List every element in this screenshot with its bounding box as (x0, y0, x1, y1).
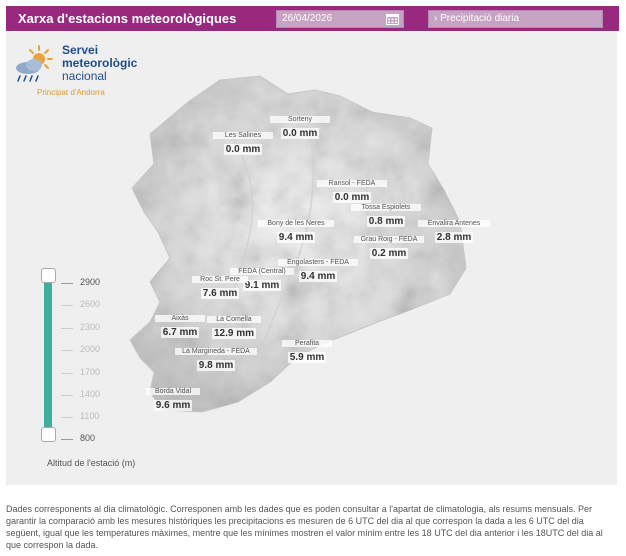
station-grau-roig[interactable]: Grau Roig - FEDA 0.2 mm (354, 236, 424, 261)
altitude-tick-line (61, 395, 73, 396)
altitude-slider-handle-max[interactable] (41, 268, 56, 283)
altitude-tick-line (61, 417, 73, 418)
station-name: FEDA (Central) (230, 268, 294, 275)
altitude-tick-label: 2900 (80, 277, 101, 287)
station-value: 0.8 mm (366, 216, 406, 227)
station-name: La Comella (207, 316, 261, 323)
calendar-icon[interactable] (386, 13, 399, 25)
station-value: 9.6 mm (153, 400, 193, 411)
station-name: Engolasters - FEDA (278, 259, 358, 266)
station-borda-vidal[interactable]: Borda Vidal 9.6 mm (146, 388, 200, 413)
altitude-tick-label: 1100 (80, 411, 100, 421)
altitude-tick-label: 2000 (80, 344, 101, 354)
station-value: 9.1 mm (242, 280, 282, 291)
altitude-tick-label: 2600 (80, 299, 101, 309)
variable-selector[interactable]: › Precipitació diaria (428, 10, 603, 28)
weather-logo-icon (16, 45, 53, 82)
station-la-comella[interactable]: La Comella 12.9 mm (207, 316, 261, 341)
station-name: Grau Roig - FEDA (354, 236, 424, 243)
station-value: 9.4 mm (276, 232, 316, 243)
altitude-tick-line (61, 283, 73, 284)
altitude-tick-label: 2300 (80, 322, 101, 332)
station-value: 12.9 mm (211, 328, 257, 339)
station-feda-central[interactable]: FEDA (Central) 9.1 mm (230, 268, 294, 293)
station-value: 5.9 mm (287, 352, 327, 363)
logo-line-3: nacional (62, 69, 107, 83)
altitude-slider-handle-min[interactable] (41, 427, 56, 442)
altitude-slider-track[interactable] (44, 283, 52, 434)
station-sorteny[interactable]: Sorteny 0.0 mm (270, 116, 330, 141)
station-aixas[interactable]: Aixàs 6.7 mm (155, 315, 205, 340)
station-roc-st-pere[interactable]: Roc St. Pere 7.6 mm (192, 276, 248, 301)
station-envalira-antenes[interactable]: Envalira Antenes 2.8 mm (418, 220, 490, 245)
station-value: 0.0 mm (332, 192, 372, 203)
station-value: 2.8 mm (434, 232, 474, 243)
logo-line-2: meteorològic (62, 56, 138, 70)
station-name: Roc St. Pere (192, 276, 248, 283)
station-name: Borda Vidal (146, 388, 200, 395)
station-value: 0.2 mm (369, 248, 409, 259)
altitude-tick-line (61, 350, 73, 351)
station-perafita[interactable]: Perafita 5.9 mm (282, 340, 332, 365)
logo-line-4: Principat d'Andorra (37, 88, 105, 97)
station-name: Perafita (282, 340, 332, 347)
logo: Servei meteorològic nacional Principat d… (12, 44, 152, 100)
station-name: Envalira Antenes (418, 220, 490, 227)
footnote: Dades corresponents al dia climatològic.… (6, 504, 603, 550)
altitude-tick-label: 800 (80, 433, 96, 443)
altitude-tick-line (61, 439, 73, 440)
altitude-tick-label: 1700 (80, 367, 101, 377)
station-value: 7.6 mm (200, 288, 240, 299)
station-name: Ransol - FEDA (317, 180, 387, 187)
station-bony-de-les-neres[interactable]: Bony de les Neres 9.4 mm (258, 220, 334, 245)
station-value: 6.7 mm (160, 327, 200, 338)
altitude-tick-line (61, 305, 73, 306)
station-value: 0.0 mm (223, 144, 263, 155)
date-value: 26/04/2026 (282, 13, 333, 24)
altitude-tick-line (61, 373, 73, 374)
station-name: Sorteny (270, 116, 330, 123)
station-ransol[interactable]: Ransol - FEDA 0.0 mm (317, 180, 387, 205)
altitude-slider-caption: Altitud de l'estació (m) (47, 458, 136, 468)
page-title: Xarxa d'estacions meteorològiques (18, 11, 237, 26)
station-value: 0.0 mm (280, 128, 320, 139)
station-name: Aixàs (155, 315, 205, 322)
station-engolasters[interactable]: Engolasters - FEDA 9.4 mm (278, 259, 358, 284)
station-name: Tossa Espiolets (351, 204, 421, 211)
station-les-salines[interactable]: Les Salines 0.0 mm (213, 132, 273, 157)
station-name: Bony de les Neres (258, 220, 334, 227)
header-bar: Xarxa d'estacions meteorològiques 26/04/… (6, 6, 619, 31)
altitude-tick-label: 1400 (80, 389, 101, 399)
station-value: 9.4 mm (298, 271, 338, 282)
station-tossa-espiolets[interactable]: Tossa Espiolets 0.8 mm (351, 204, 421, 229)
station-value: 9.8 mm (196, 360, 236, 371)
logo-line-1: Servei (62, 43, 99, 57)
date-picker[interactable]: 26/04/2026 (276, 10, 404, 28)
station-la-margineda[interactable]: La Margineda - FEDA 9.8 mm (175, 348, 257, 373)
station-name: Les Salines (213, 132, 273, 139)
altitude-tick-line (61, 328, 73, 329)
variable-value: › Precipitació diaria (434, 13, 520, 24)
station-name: La Margineda - FEDA (175, 348, 257, 355)
